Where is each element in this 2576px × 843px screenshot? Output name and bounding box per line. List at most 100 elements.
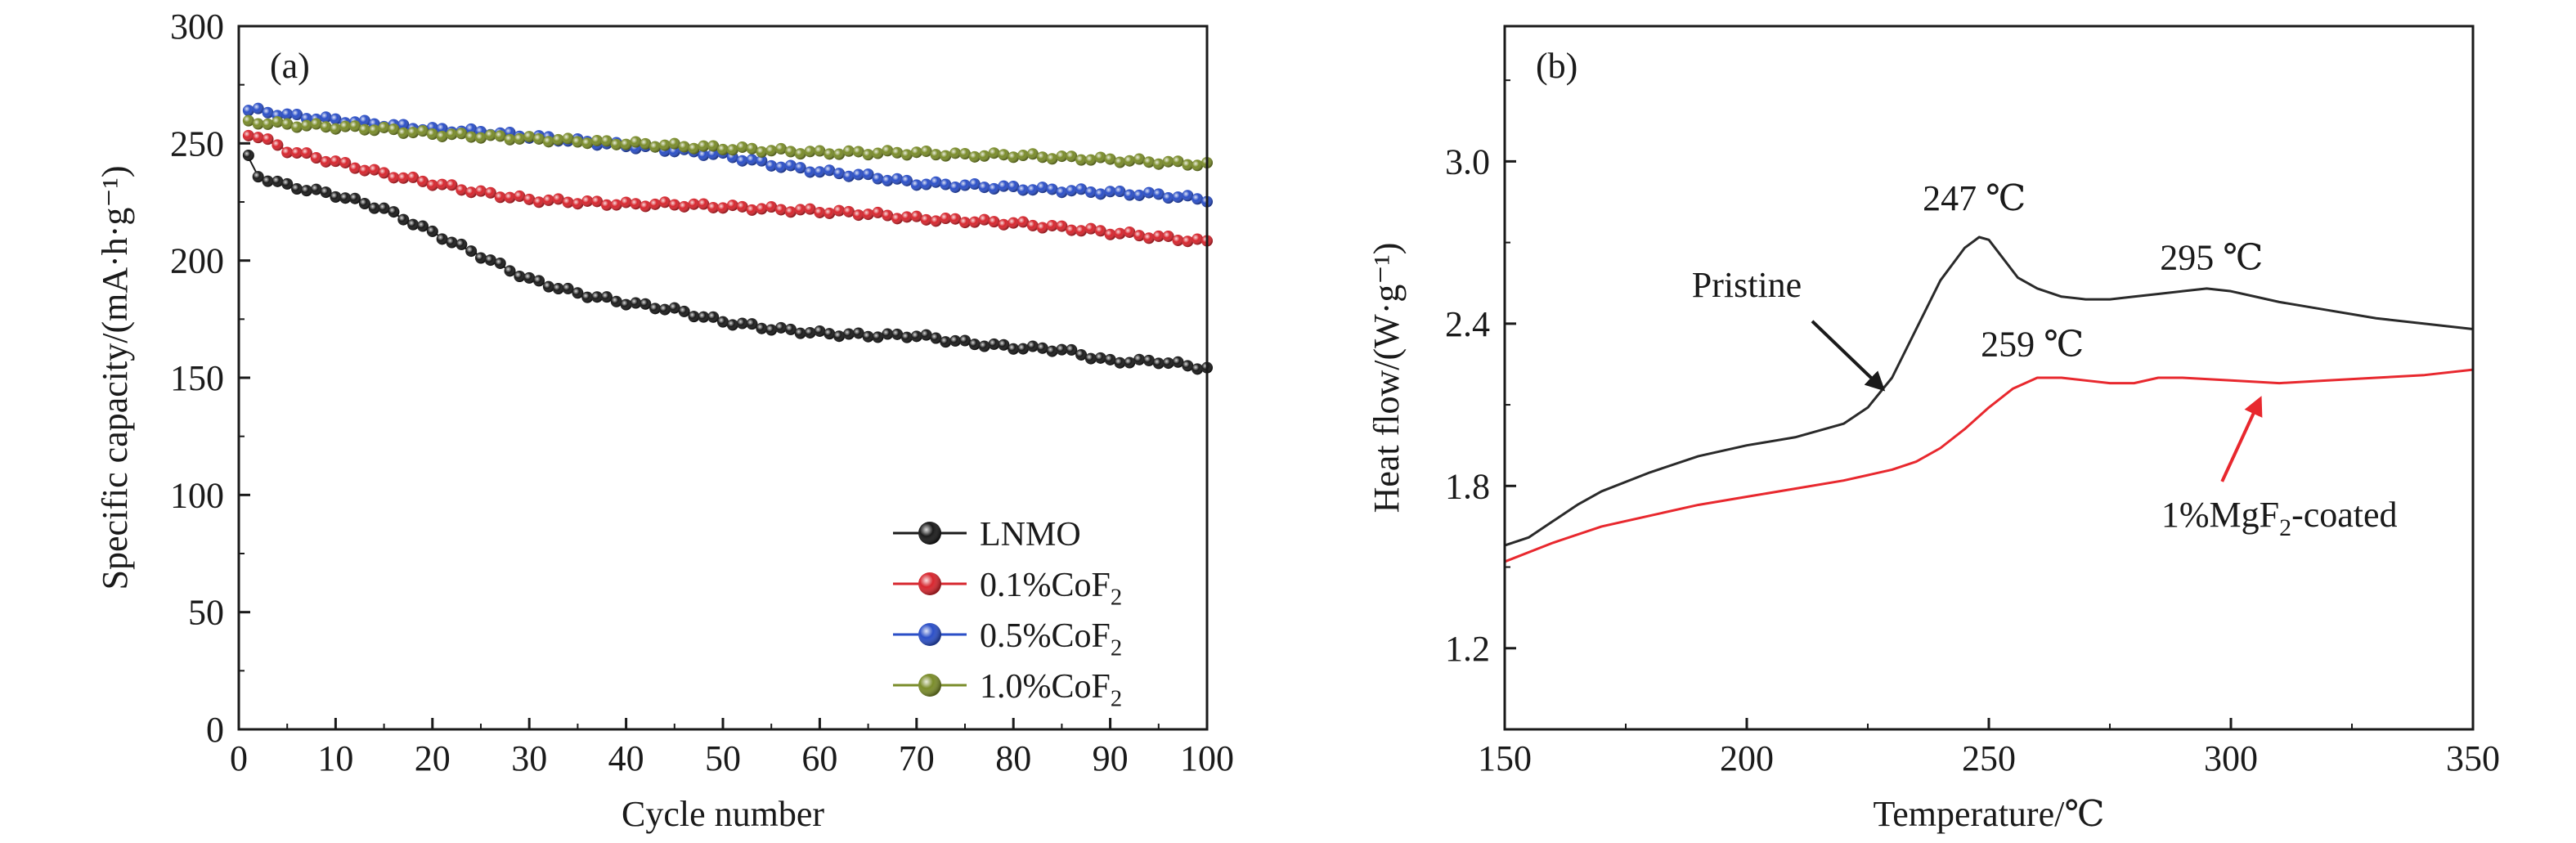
- data-point-shade: [1172, 356, 1184, 368]
- data-point-shade: [358, 123, 370, 136]
- data-point-shade: [581, 137, 594, 150]
- data-point-shade: [1152, 230, 1165, 242]
- data-point-shade: [1104, 186, 1116, 198]
- data-point-shade: [784, 146, 797, 158]
- data-point-shade: [581, 195, 594, 207]
- data-point-shade: [882, 328, 894, 340]
- data-point-shade: [746, 142, 758, 155]
- data-point-shade: [1026, 184, 1039, 196]
- data-point-shade: [756, 322, 768, 334]
- data-point-shade: [804, 166, 816, 178]
- data-point-shade: [600, 291, 613, 303]
- data-point-shade: [1066, 224, 1078, 236]
- data-point-shade: [824, 328, 836, 340]
- legend-label-main: LNMO: [980, 516, 1081, 554]
- data-point-shade: [456, 238, 468, 250]
- data-point-shade: [300, 119, 312, 132]
- data-point-shade: [949, 147, 962, 159]
- data-point-shade: [959, 217, 971, 229]
- data-point-shade: [252, 102, 264, 114]
- data-point-shade: [397, 127, 410, 139]
- y-tick-label: 150: [170, 358, 224, 398]
- data-point-shade: [242, 105, 254, 117]
- data-point-shade: [330, 155, 342, 168]
- data-point-shade: [862, 149, 874, 161]
- data-point-shade: [775, 142, 788, 155]
- data-point-shade: [1036, 342, 1048, 354]
- data-point-shade: [678, 200, 690, 213]
- data-point-shade: [707, 140, 720, 152]
- data-point-shade: [891, 213, 904, 225]
- data-point-shade: [668, 302, 680, 314]
- data-point-shade: [910, 330, 922, 343]
- data-point-shade: [920, 145, 932, 157]
- data-point-shade: [416, 175, 429, 187]
- legend-label-main: 0.1%CoF: [980, 567, 1111, 604]
- data-point-shade: [833, 204, 846, 217]
- data-point-shade: [833, 148, 846, 160]
- data-point-shade: [978, 182, 990, 194]
- data-point-shade: [756, 146, 768, 158]
- data-point-shade: [988, 338, 1000, 350]
- data-point-shade: [1124, 226, 1136, 238]
- data-point-shade: [1056, 186, 1068, 199]
- data-point-shade: [920, 213, 932, 226]
- data-point-shade: [494, 130, 506, 142]
- data-point-shade: [358, 198, 370, 210]
- data-point-shade: [339, 156, 352, 168]
- panel-a-y-axis-label: Specific capacity/(mA·h·g⁻¹): [95, 166, 135, 590]
- data-point-shade: [407, 171, 420, 183]
- data-point-shade: [446, 179, 458, 191]
- annotation-3: Pristine: [1692, 265, 1802, 305]
- x-tick-label: 0: [230, 738, 248, 778]
- data-point-shade: [281, 118, 294, 130]
- data-point-shade: [746, 318, 758, 330]
- x-tick-label: 20: [415, 738, 451, 778]
- x-tick-label: 100: [1180, 738, 1234, 778]
- x-tick-label: 90: [1093, 738, 1129, 778]
- data-point-shade: [862, 209, 874, 221]
- data-point-shade: [1104, 353, 1116, 365]
- data-point-shade: [1124, 356, 1136, 369]
- data-point-shade: [736, 317, 748, 330]
- legend-label-sub: 2: [1111, 585, 1122, 611]
- data-point-shade: [310, 183, 322, 195]
- data-point-shade: [1026, 148, 1039, 160]
- data-point-shade: [959, 334, 971, 347]
- panel-b-plot-frame: [1503, 25, 2475, 731]
- legend-marker-shade: [918, 572, 941, 595]
- data-point-shade: [349, 192, 361, 204]
- data-point-shade: [1066, 185, 1078, 197]
- data-point-shade: [959, 148, 971, 160]
- data-point-shade: [698, 198, 710, 210]
- data-point-shade: [1162, 192, 1174, 204]
- data-point-shade: [1192, 159, 1204, 172]
- data-point-shade: [814, 145, 826, 157]
- data-point-shade: [910, 179, 922, 191]
- data-point-shade: [475, 132, 487, 144]
- data-point-shade: [1084, 154, 1097, 166]
- data-point-shade: [1066, 150, 1078, 163]
- legend-label: 0.1%CoF2: [980, 567, 1122, 611]
- data-point-shade: [242, 129, 254, 141]
- data-point-shade: [707, 311, 720, 323]
- data-point-shade: [330, 113, 342, 125]
- panel-b-y-axis-label: Heat flow/(W·g⁻¹): [1367, 243, 1407, 513]
- data-point-shade: [378, 121, 390, 133]
- data-point-shade: [1075, 154, 1088, 166]
- data-point-shade: [1075, 225, 1088, 237]
- data-point-shade: [1172, 155, 1184, 168]
- data-point-shade: [533, 132, 545, 145]
- data-point-shade: [475, 252, 487, 264]
- data-point-shade: [862, 330, 874, 343]
- data-point-shade: [1046, 183, 1058, 195]
- data-point-shade: [1026, 219, 1039, 231]
- data-point-shade: [358, 164, 370, 177]
- data-point-shade: [1008, 217, 1020, 229]
- data-point-shade: [1046, 345, 1058, 357]
- annotation-1: 295 ℃: [2160, 238, 2263, 278]
- data-point-shade: [842, 145, 855, 157]
- data-point-shade: [272, 116, 284, 128]
- data-point-shade: [1192, 363, 1204, 375]
